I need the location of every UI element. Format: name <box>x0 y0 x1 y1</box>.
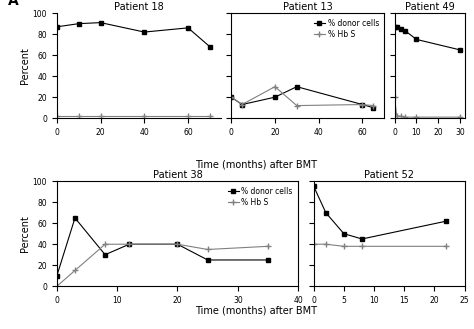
% donor cells <box>414 38 419 41</box>
% donor cells <box>174 242 180 246</box>
Y-axis label: Percent: Percent <box>20 47 30 84</box>
% donor cells <box>265 258 271 262</box>
% Hb S <box>265 244 271 248</box>
% Hb S <box>72 268 78 272</box>
% Hb S <box>359 244 365 248</box>
% Hb S <box>54 114 60 118</box>
Line: % donor cells: % donor cells <box>229 85 375 110</box>
% Hb S <box>54 284 60 288</box>
% Hb S <box>228 95 234 99</box>
% Hb S <box>205 247 210 251</box>
% Hb S <box>392 95 397 99</box>
% donor cells <box>398 27 404 31</box>
% donor cells <box>239 103 245 107</box>
Y-axis label: Percent: Percent <box>20 215 30 252</box>
% donor cells <box>323 211 328 215</box>
Line: % donor cells: % donor cells <box>392 25 462 52</box>
% Hb S <box>174 242 180 246</box>
% Hb S <box>127 242 132 246</box>
Legend: % donor cells, % Hb S: % donor cells, % Hb S <box>312 17 381 40</box>
% Hb S <box>444 244 449 248</box>
% donor cells <box>402 29 408 33</box>
% Hb S <box>394 114 400 118</box>
Title: Patient 38: Patient 38 <box>153 170 202 180</box>
% donor cells <box>142 30 147 34</box>
Title: Patient 18: Patient 18 <box>114 2 164 13</box>
% donor cells <box>207 45 213 49</box>
Line: % Hb S: % Hb S <box>310 241 450 250</box>
% donor cells <box>444 219 449 223</box>
% donor cells <box>76 22 82 26</box>
% Hb S <box>311 242 317 246</box>
% donor cells <box>341 232 347 236</box>
% Hb S <box>402 115 408 119</box>
Line: % donor cells: % donor cells <box>55 216 270 278</box>
% donor cells <box>359 237 365 241</box>
% Hb S <box>294 104 300 108</box>
% Hb S <box>457 115 463 119</box>
% Hb S <box>398 114 404 118</box>
% Hb S <box>102 242 108 246</box>
% Hb S <box>239 103 245 107</box>
% donor cells <box>54 274 60 278</box>
Line: % donor cells: % donor cells <box>312 184 448 241</box>
% Hb S <box>414 115 419 119</box>
% donor cells <box>185 26 191 30</box>
% donor cells <box>359 103 365 107</box>
Line: % Hb S: % Hb S <box>228 83 377 109</box>
Title: Patient 52: Patient 52 <box>364 170 414 180</box>
% Hb S <box>272 85 278 89</box>
Title: Patient 13: Patient 13 <box>283 2 333 13</box>
% donor cells <box>54 25 60 29</box>
% donor cells <box>394 25 400 29</box>
% donor cells <box>102 253 108 257</box>
Text: Time (months) after BMT: Time (months) after BMT <box>195 160 317 169</box>
% donor cells <box>228 95 234 99</box>
% donor cells <box>371 106 376 110</box>
Legend: % donor cells, % Hb S: % donor cells, % Hb S <box>226 185 294 208</box>
% donor cells <box>205 258 210 262</box>
Line: % Hb S: % Hb S <box>54 113 213 119</box>
% donor cells <box>457 48 463 52</box>
% donor cells <box>311 185 317 189</box>
Line: % donor cells: % donor cells <box>55 20 212 49</box>
% donor cells <box>272 95 278 99</box>
% donor cells <box>98 21 103 25</box>
Line: % Hb S: % Hb S <box>54 241 272 290</box>
Title: Patient 49: Patient 49 <box>405 2 455 13</box>
Line: % Hb S: % Hb S <box>391 94 464 121</box>
% Hb S <box>142 114 147 118</box>
% Hb S <box>341 244 347 248</box>
% Hb S <box>323 242 328 246</box>
Text: A: A <box>8 0 18 8</box>
% Hb S <box>185 114 191 118</box>
% Hb S <box>371 104 376 108</box>
% donor cells <box>392 25 397 29</box>
% Hb S <box>359 103 365 107</box>
Text: Time (months) after BMT: Time (months) after BMT <box>195 306 317 316</box>
% donor cells <box>72 216 78 220</box>
% Hb S <box>207 114 213 118</box>
% donor cells <box>127 242 132 246</box>
% donor cells <box>294 85 300 89</box>
% Hb S <box>76 114 82 118</box>
% Hb S <box>98 114 103 118</box>
